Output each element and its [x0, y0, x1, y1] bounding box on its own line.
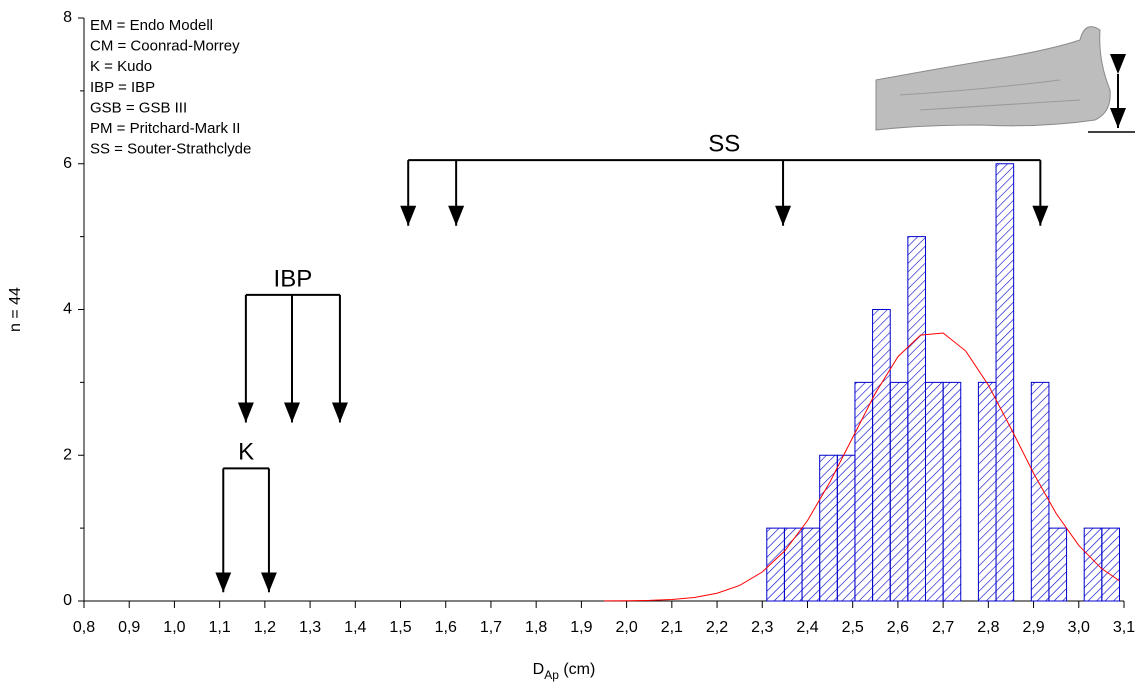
y-tick-label: 2 — [63, 446, 72, 463]
x-tick-label: 2,3 — [751, 619, 773, 636]
x-label-main: D — [533, 661, 545, 678]
x-tick-label: 1,9 — [570, 619, 592, 636]
x-tick-label: 1,2 — [254, 619, 276, 636]
bar — [1048, 527, 1068, 602]
x-tick-label: 1,5 — [389, 619, 411, 636]
y-tick-label: 0 — [63, 592, 72, 609]
x-tick-label: 0,8 — [73, 619, 95, 636]
y-axis-label: n = 44 — [7, 287, 24, 332]
bar — [836, 454, 856, 602]
x-tick-label: 1,3 — [299, 619, 321, 636]
x-tick-label: 1,6 — [435, 619, 457, 636]
x-tick-label: 3,1 — [1113, 619, 1135, 636]
bar — [995, 163, 1015, 602]
legend-text: IBP = IBP — [90, 79, 155, 96]
x-tick-label: 1,4 — [344, 619, 366, 636]
y-tick-label: 6 — [63, 155, 72, 172]
x-tick-label: 3,0 — [1068, 619, 1090, 636]
legend-text: K = Kudo — [90, 58, 152, 75]
x-tick-label: 0,9 — [118, 619, 140, 636]
x-tick-label: 2,7 — [932, 619, 954, 636]
legend-text: EM = Endo Modell — [90, 17, 213, 34]
legend-text: PM = Pritchard-Mark II — [90, 120, 240, 137]
x-label-unit: (cm) — [559, 661, 595, 678]
x-axis-label: DAp (cm) — [533, 661, 596, 682]
annotation-label: SS — [708, 130, 740, 157]
bar — [766, 527, 785, 602]
bar — [801, 527, 821, 602]
x-tick-label: 2,9 — [1022, 619, 1044, 636]
normal-curve — [603, 332, 1120, 602]
bar — [1101, 527, 1120, 602]
y-tick-label: 4 — [63, 301, 72, 318]
bar — [924, 381, 944, 602]
x-tick-label: 2,4 — [796, 619, 818, 636]
y-tick-label: 8 — [63, 9, 72, 26]
annotation-label: IBP — [274, 265, 313, 292]
x-tick-label: 2,5 — [842, 619, 864, 636]
x-tick-label: 1,7 — [480, 619, 502, 636]
legend-text: SS = Souter-Strathclyde — [90, 141, 251, 158]
bar — [1030, 381, 1050, 602]
bar — [819, 454, 838, 602]
x-tick-label: 2,8 — [977, 619, 999, 636]
legend-text: GSB = GSB III — [90, 99, 187, 116]
bar — [889, 381, 909, 602]
x-tick-label: 2,2 — [706, 619, 728, 636]
x-tick-label: 2,6 — [887, 619, 909, 636]
x-tick-label: 1,0 — [163, 619, 185, 636]
legend-text: CM = Coonrad-Morrey — [90, 38, 240, 55]
bar — [1083, 527, 1103, 602]
x-tick-label: 2,1 — [661, 619, 683, 636]
annotation-label: K — [238, 439, 254, 466]
bone-image — [875, 20, 1135, 135]
x-tick-label: 2,0 — [615, 619, 637, 636]
bar — [942, 381, 962, 602]
bar — [872, 309, 891, 602]
x-tick-label: 1,8 — [525, 619, 547, 636]
x-tick-label: 1,1 — [209, 619, 231, 636]
bar — [907, 236, 926, 602]
bar — [977, 381, 997, 602]
x-label-sub: Ap — [544, 668, 559, 682]
